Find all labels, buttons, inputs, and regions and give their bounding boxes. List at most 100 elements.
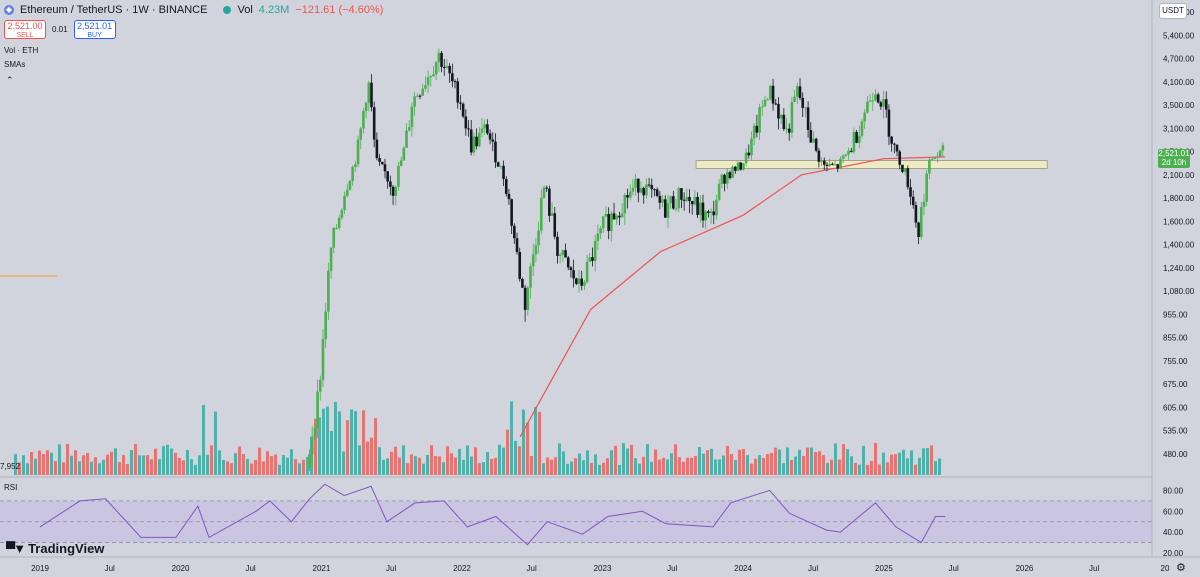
time-tick-label: Jul: [386, 564, 396, 573]
collapse-caret-icon[interactable]: ⌃: [6, 75, 14, 85]
volume-bar: [890, 454, 893, 475]
candle-body: [734, 166, 737, 171]
candle-body: [318, 379, 322, 392]
volume-indicator-label[interactable]: Vol · ETH: [4, 46, 39, 55]
candle-body: [663, 199, 667, 218]
volume-bar: [366, 441, 369, 475]
candle-body: [310, 437, 314, 455]
price-tick-label: 755.00: [1163, 357, 1188, 366]
candle-body: [680, 188, 683, 200]
price-tick-label: 1,800.00: [1163, 194, 1195, 203]
time-tick-label: 2024: [734, 564, 752, 573]
tradingview-logo[interactable]: ▀▼ TradingView: [6, 541, 104, 556]
candle-body: [354, 164, 357, 168]
volume-bar: [758, 455, 761, 475]
candle-body: [804, 107, 807, 109]
candle-body: [895, 144, 899, 152]
candle-body: [690, 201, 694, 205]
volume-bar: [886, 462, 889, 475]
price-tick-label: 1,600.00: [1163, 217, 1195, 226]
candle-body: [876, 94, 880, 103]
candle-body: [858, 135, 861, 143]
candle-body: [725, 172, 729, 184]
vol-value: 4.23M: [258, 4, 290, 16]
candle-body: [712, 211, 716, 216]
candle-body: [717, 183, 721, 200]
volume-bar: [282, 455, 285, 475]
volume-bar: [654, 449, 657, 475]
candle-body: [327, 270, 330, 312]
candle-body: [763, 100, 767, 107]
volume-bar: [322, 408, 325, 475]
volume-bar: [810, 447, 813, 475]
candle-body: [655, 189, 659, 196]
candle-body: [612, 213, 616, 220]
rsi-indicator-label[interactable]: RSI: [4, 483, 18, 492]
candle-body: [588, 257, 592, 262]
volume-bar: [130, 450, 133, 475]
candle-body: [477, 132, 481, 147]
candle-body: [806, 107, 810, 131]
settings-gear-icon[interactable]: ⚙: [1176, 562, 1186, 574]
candle-body: [882, 99, 885, 107]
candle-body: [868, 100, 872, 102]
candle-body: [432, 74, 435, 77]
candle-body: [367, 82, 371, 103]
volume-bar: [934, 461, 937, 475]
volume-bar: [506, 429, 509, 475]
candle-body: [564, 250, 567, 258]
volume-bar: [314, 418, 317, 475]
volume-bar: [58, 444, 61, 475]
candle-body: [871, 100, 875, 102]
candle-body: [779, 114, 783, 119]
candle-body: [669, 196, 672, 204]
volume-bar: [522, 409, 525, 475]
sma-indicator-label[interactable]: SMAs: [4, 60, 26, 69]
price-tick-label: 605.00: [1163, 403, 1188, 412]
candle-body: [502, 165, 505, 179]
candle-body: [370, 82, 373, 108]
price-tick-label: 4,100.00: [1163, 78, 1195, 87]
time-tick-label: Jul: [245, 564, 255, 573]
volume-bar: [14, 454, 17, 475]
candle-body: [397, 165, 400, 187]
volume-bar: [50, 452, 53, 475]
buy-button[interactable]: 2,521.01 BUY: [73, 20, 116, 39]
candle-body: [750, 138, 753, 156]
time-tick-label: 2020: [172, 564, 190, 573]
volume-bar: [822, 455, 825, 475]
time-tick-label: 2023: [594, 564, 612, 573]
volume-bar: [98, 463, 101, 475]
volume-bar: [294, 459, 297, 475]
candle-body: [575, 278, 578, 284]
volume-bar: [938, 458, 941, 475]
candle-body: [760, 106, 764, 108]
symbol-title[interactable]: Ethereum / TetherUS · 1W · BINANCE: [20, 4, 208, 16]
volume-bar: [566, 463, 569, 475]
volume-bar: [746, 455, 749, 475]
candle-body: [526, 287, 530, 310]
volume-bar: [474, 447, 477, 475]
volume-bar: [658, 459, 661, 475]
last-price-value: 2,521.01: [1158, 148, 1190, 158]
volume-bar: [62, 462, 65, 475]
volume-bar: [338, 411, 341, 475]
volume-bar: [778, 449, 781, 475]
volume-bar: [290, 449, 293, 475]
volume-bar: [842, 444, 845, 475]
sell-button[interactable]: 2,521.00 SELL: [4, 20, 46, 39]
volume-bar: [162, 446, 165, 475]
candle-body: [831, 163, 834, 165]
currency-button[interactable]: USDT: [1159, 3, 1187, 19]
candle-body: [486, 124, 489, 134]
volume-bar: [262, 461, 265, 475]
volume-bar: [834, 443, 837, 475]
volume-bar: [826, 463, 829, 475]
volume-bar: [898, 452, 901, 475]
candle-body: [720, 174, 724, 184]
candle-body: [389, 181, 392, 187]
candle-body: [550, 213, 554, 216]
price-change: −121.61 (−4.60%): [295, 4, 384, 16]
volume-bar: [446, 446, 449, 475]
